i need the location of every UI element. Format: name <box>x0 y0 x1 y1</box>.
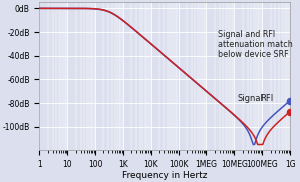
Text: Signal and RFI
attenuation match
below device SRF: Signal and RFI attenuation match below d… <box>218 30 292 60</box>
Text: RFI: RFI <box>260 94 274 103</box>
Text: Signal: Signal <box>238 94 263 103</box>
X-axis label: Frequency in Hertz: Frequency in Hertz <box>122 171 208 180</box>
